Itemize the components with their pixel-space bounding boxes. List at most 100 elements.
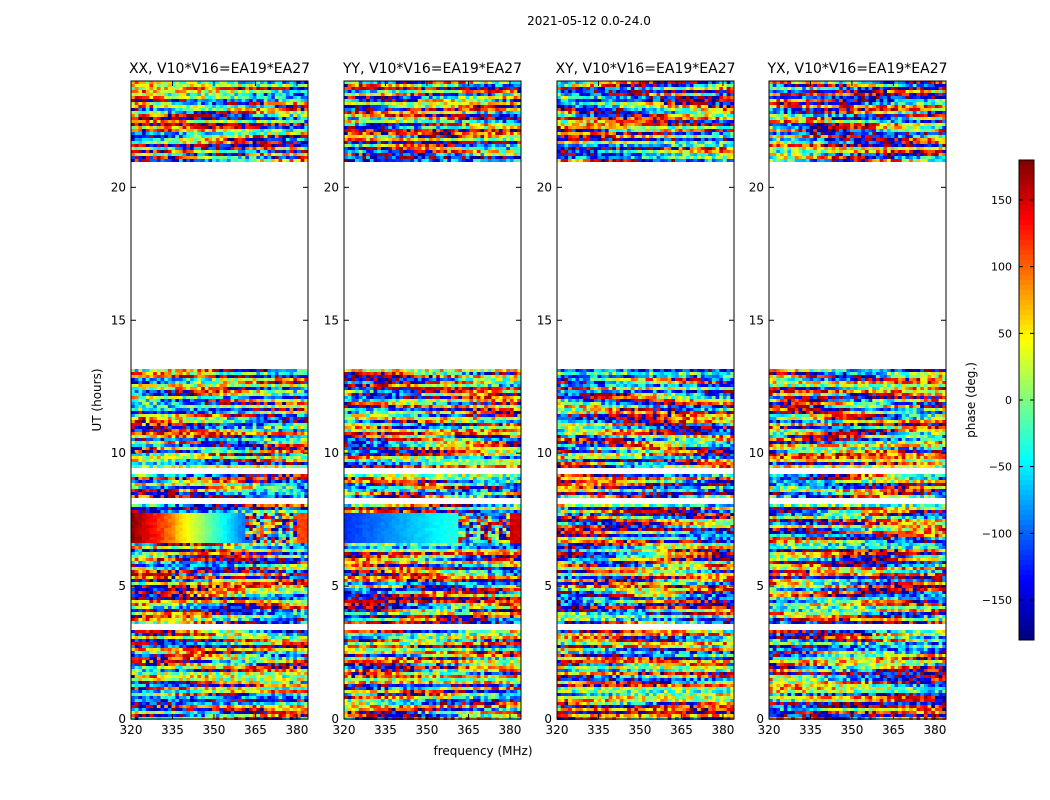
heatmap-cell bbox=[149, 537, 153, 540]
heatmap-cell bbox=[216, 474, 220, 477]
heatmap-cell bbox=[227, 150, 231, 153]
heatmap-cell bbox=[208, 390, 212, 393]
heatmap-cell bbox=[301, 531, 305, 534]
heatmap-cell bbox=[271, 153, 275, 156]
heatmap-cell bbox=[220, 99, 224, 102]
heatmap-cell bbox=[146, 120, 150, 123]
heatmap-cell bbox=[183, 540, 187, 543]
heatmap-cell bbox=[149, 489, 153, 492]
heatmap-cell bbox=[231, 432, 235, 435]
heatmap-cell bbox=[142, 390, 146, 393]
heatmap-cell bbox=[301, 447, 305, 450]
heatmap-cell bbox=[205, 132, 209, 135]
heatmap-cell bbox=[242, 87, 246, 90]
heatmap-cell bbox=[249, 459, 253, 462]
heatmap-cell bbox=[186, 411, 190, 414]
heatmap-cell bbox=[175, 465, 179, 468]
heatmap-cell bbox=[197, 141, 201, 144]
heatmap-cell bbox=[286, 381, 290, 384]
heatmap-cell bbox=[153, 372, 157, 375]
heatmap-cell bbox=[264, 393, 268, 396]
heatmap-cell bbox=[208, 462, 212, 465]
heatmap-cell bbox=[194, 540, 198, 543]
heatmap-cell bbox=[161, 117, 165, 120]
heatmap-cell bbox=[238, 381, 242, 384]
heatmap-cell bbox=[142, 159, 146, 162]
heatmap-cell bbox=[208, 90, 212, 93]
heatmap-cell bbox=[264, 519, 268, 522]
heatmap-cell bbox=[242, 504, 246, 507]
heatmap-cell bbox=[186, 453, 190, 456]
heatmap-cell bbox=[175, 93, 179, 96]
heatmap-cell bbox=[149, 90, 153, 93]
heatmap-cell bbox=[260, 510, 264, 513]
heatmap-cell bbox=[238, 84, 242, 87]
heatmap-cell bbox=[175, 504, 179, 507]
heatmap-cell bbox=[290, 84, 294, 87]
heatmap-cell bbox=[153, 504, 157, 507]
heatmap-cell bbox=[220, 138, 224, 141]
heatmap-cell bbox=[242, 99, 246, 102]
heatmap-cell bbox=[297, 87, 301, 90]
heatmap-cell bbox=[183, 84, 187, 87]
heatmap-cell bbox=[290, 513, 294, 516]
heatmap-cell bbox=[161, 447, 165, 450]
heatmap-cell bbox=[293, 150, 297, 153]
heatmap-cell bbox=[293, 417, 297, 420]
heatmap-cell bbox=[146, 390, 150, 393]
heatmap-cell bbox=[164, 534, 168, 537]
heatmap-cell bbox=[260, 480, 264, 483]
heatmap-cell bbox=[135, 516, 139, 519]
heatmap-cell bbox=[297, 423, 301, 426]
heatmap-cell bbox=[201, 387, 205, 390]
heatmap-cell bbox=[201, 156, 205, 159]
heatmap-cell bbox=[149, 525, 153, 528]
heatmap-cell bbox=[279, 87, 283, 90]
heatmap-cell bbox=[179, 537, 183, 540]
heatmap-cell bbox=[238, 465, 242, 468]
heatmap-cell bbox=[297, 408, 301, 411]
heatmap-cell bbox=[242, 90, 246, 93]
heatmap-cell bbox=[279, 462, 283, 465]
heatmap-cell bbox=[175, 459, 179, 462]
heatmap-cell bbox=[238, 486, 242, 489]
heatmap-cell bbox=[275, 408, 279, 411]
heatmap-cell bbox=[205, 504, 209, 507]
heatmap-cell bbox=[264, 96, 268, 99]
heatmap-cell bbox=[271, 483, 275, 486]
heatmap-cell bbox=[186, 393, 190, 396]
heatmap-cell bbox=[208, 489, 212, 492]
heatmap-cell bbox=[282, 108, 286, 111]
heatmap-cell bbox=[279, 513, 283, 516]
heatmap-cell bbox=[146, 459, 150, 462]
heatmap-cell bbox=[161, 141, 165, 144]
heatmap-cell bbox=[164, 432, 168, 435]
heatmap-cell bbox=[279, 492, 283, 495]
heatmap-cell bbox=[253, 105, 257, 108]
heatmap-cell bbox=[153, 435, 157, 438]
heatmap-cell bbox=[175, 141, 179, 144]
heatmap-cell bbox=[131, 105, 135, 108]
heatmap-cell bbox=[223, 147, 227, 150]
heatmap-cell bbox=[231, 408, 235, 411]
heatmap-cell bbox=[275, 120, 279, 123]
heatmap-cell bbox=[267, 483, 271, 486]
heatmap-cell bbox=[286, 537, 290, 540]
heatmap-cell bbox=[142, 420, 146, 423]
heatmap-cell bbox=[205, 402, 209, 405]
heatmap-cell bbox=[194, 408, 198, 411]
heatmap-cell bbox=[290, 132, 294, 135]
heatmap-cell bbox=[157, 393, 161, 396]
heatmap-cell bbox=[149, 432, 153, 435]
heatmap-cell bbox=[223, 432, 227, 435]
heatmap-cell bbox=[260, 396, 264, 399]
heatmap-cell bbox=[190, 150, 194, 153]
heatmap-cell bbox=[190, 453, 194, 456]
heatmap-cell bbox=[260, 438, 264, 441]
heatmap-cell bbox=[293, 153, 297, 156]
heatmap-cell bbox=[172, 513, 176, 516]
heatmap-cell bbox=[220, 414, 224, 417]
heatmap-cell bbox=[212, 423, 216, 426]
heatmap-cell bbox=[293, 447, 297, 450]
heatmap-cell bbox=[249, 105, 253, 108]
